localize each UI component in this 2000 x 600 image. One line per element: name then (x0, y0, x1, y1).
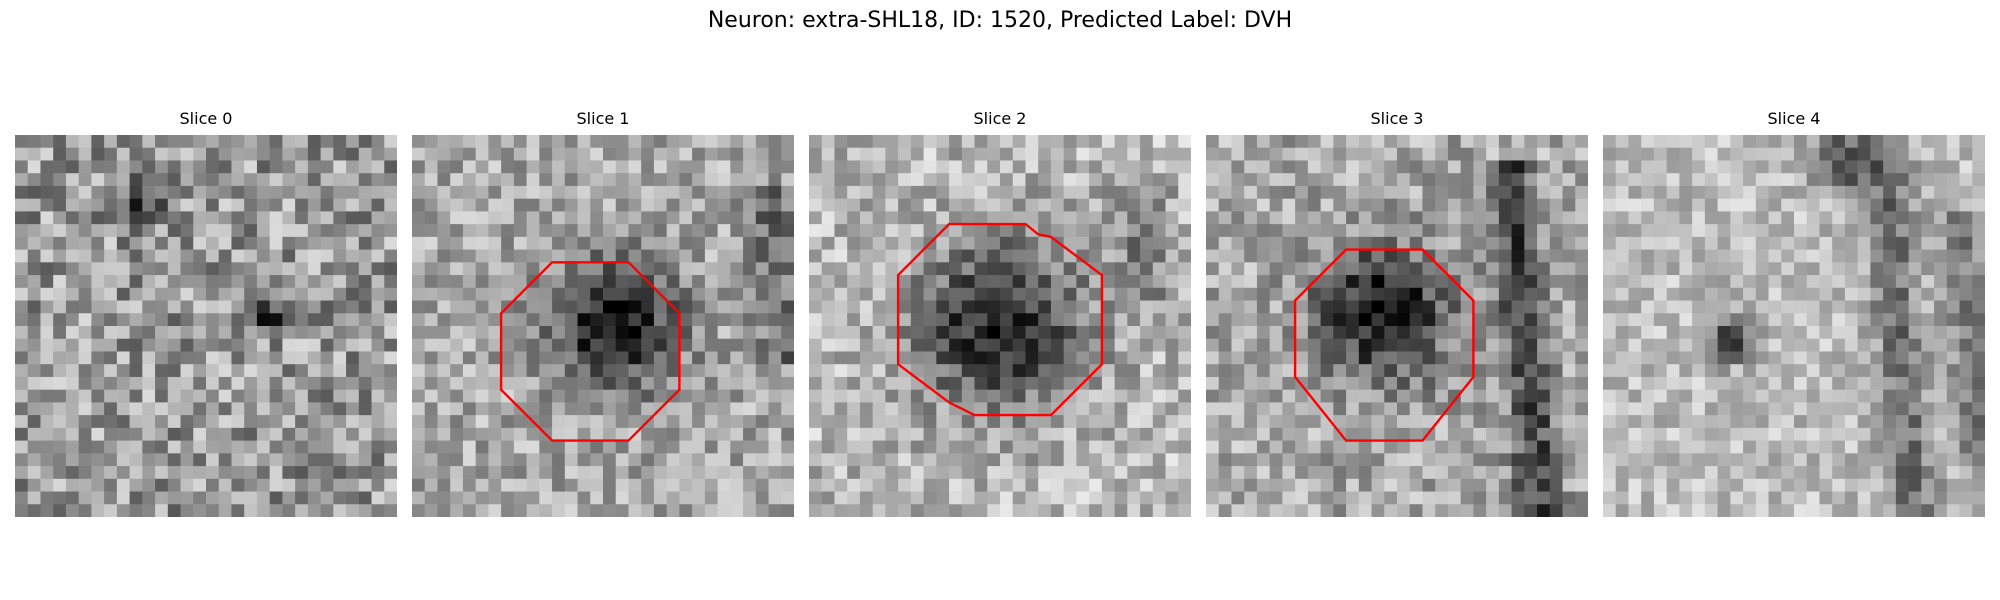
roi-outline-2 (896, 222, 1104, 417)
slice-image-1 (412, 135, 794, 517)
slice-panel-4: Slice 4 (1603, 108, 1985, 518)
slice-title-0: Slice 0 (179, 109, 233, 128)
slice-image-4 (1603, 135, 1985, 517)
slice-panel-3: Slice 3 (1206, 108, 1588, 518)
slice-title-2: Slice 2 (973, 109, 1027, 128)
roi-outline-3 (1293, 248, 1475, 442)
roi-outline-1 (499, 261, 681, 442)
slice-image-0 (15, 135, 397, 517)
slice-panel-0: Slice 0 (15, 108, 397, 518)
slice-title-1: Slice 1 (576, 109, 630, 128)
slice-title-4: Slice 4 (1767, 109, 1821, 128)
slice-image-3 (1206, 135, 1588, 517)
slice-panel-1: Slice 1 (412, 108, 794, 518)
slice-image-2 (809, 135, 1191, 517)
figure-title: Neuron: extra-SHL18, ID: 1520, Predicted… (707, 8, 1293, 33)
slice-title-3: Slice 3 (1370, 109, 1424, 128)
slice-panel-2: Slice 2 (809, 108, 1191, 518)
